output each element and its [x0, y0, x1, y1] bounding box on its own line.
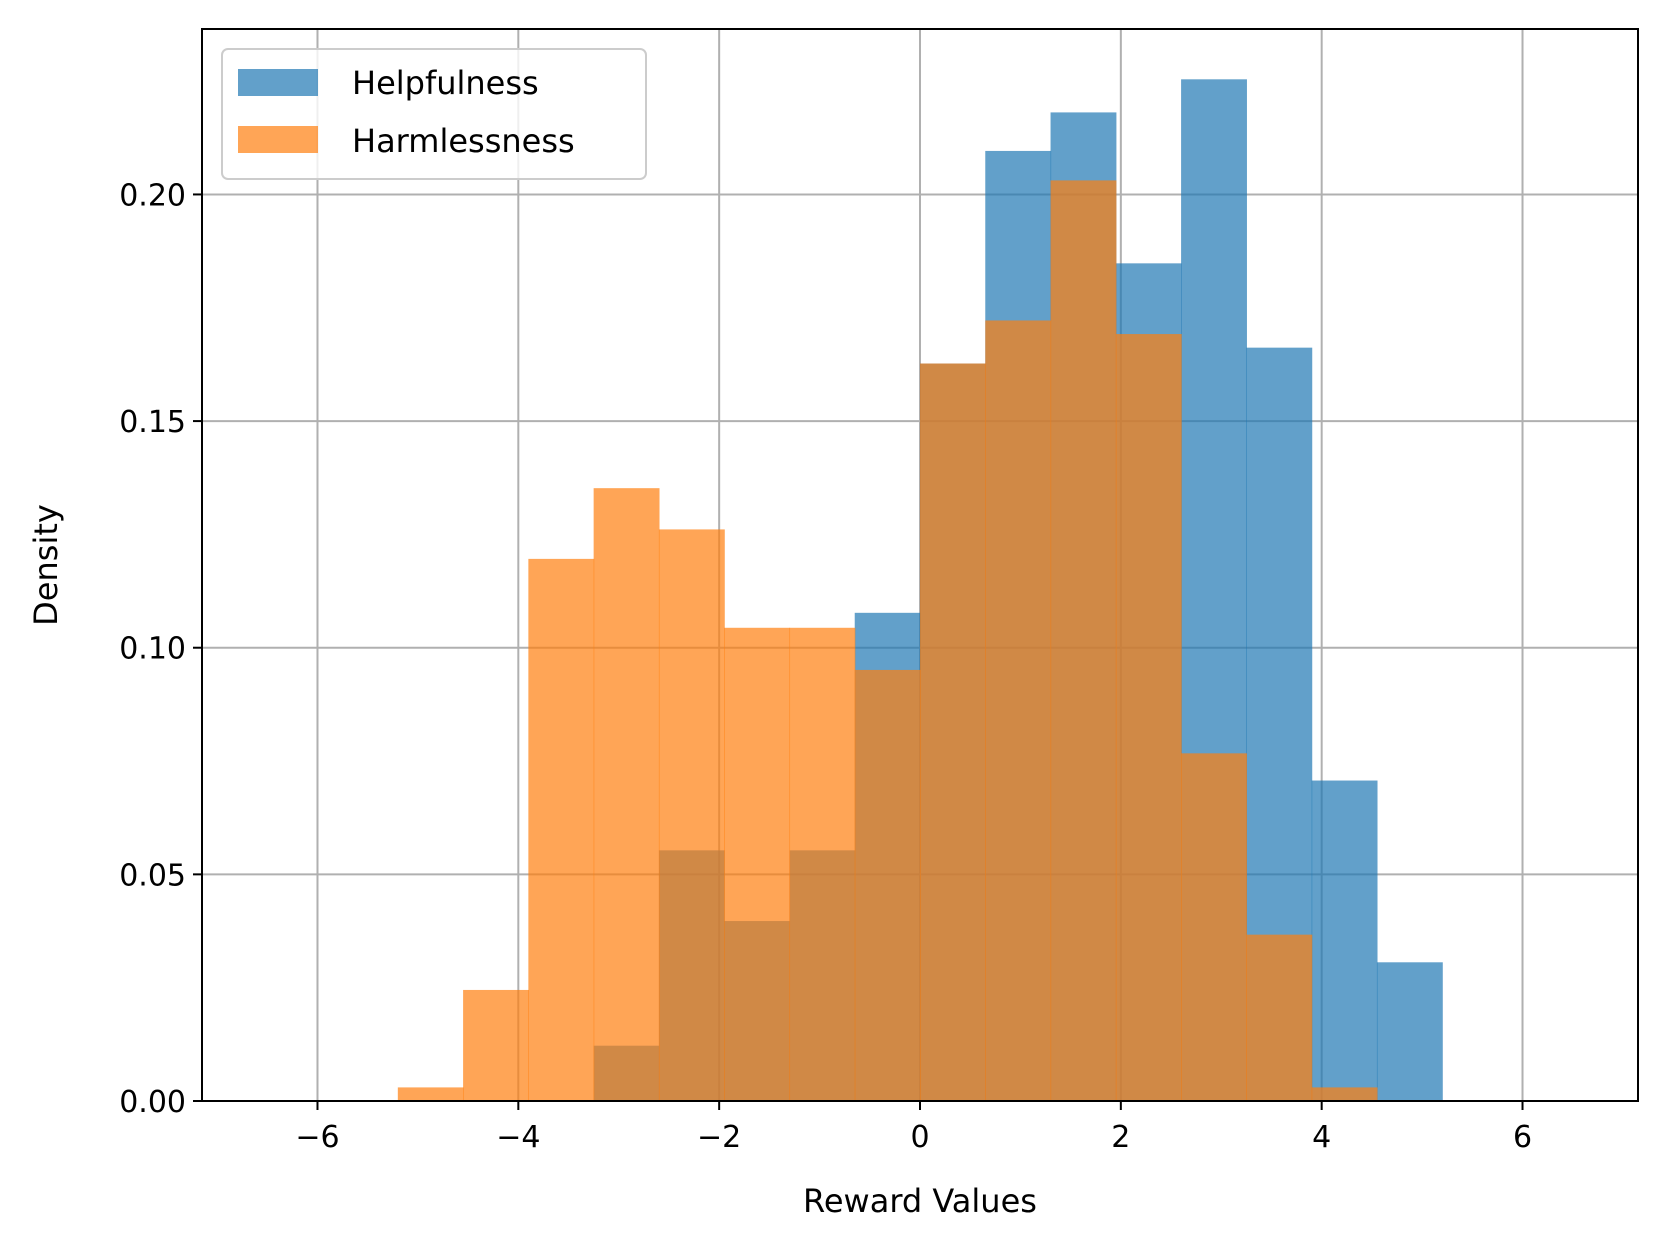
bar-harmlessness [463, 989, 529, 1101]
y-tick-label: 0.20 [119, 178, 186, 213]
bar-harmlessness [397, 1087, 464, 1101]
x-axis-label: Reward Values [803, 1182, 1037, 1220]
legend-label-harmlessness: Harmlessness [352, 122, 575, 160]
legend-label-helpfulness: Helpfulness [352, 64, 539, 102]
y-axis-label: Density [27, 504, 65, 626]
bar-harmlessness [1246, 934, 1313, 1101]
bar-harmlessness [528, 558, 595, 1101]
x-tick-label: −6 [295, 1120, 339, 1155]
bar-harmlessness [1181, 753, 1247, 1101]
bar-harmlessness [724, 627, 791, 1101]
bar-harmlessness [985, 320, 1052, 1101]
bar-harmlessness [1311, 1087, 1378, 1101]
legend-swatch-harmlessness [238, 126, 318, 153]
bar-harmlessness [854, 669, 921, 1101]
bar-harmlessness [1050, 180, 1117, 1101]
bar-harmlessness [1115, 334, 1182, 1101]
y-tick-label: 0.10 [119, 632, 186, 667]
bar-harmlessness [789, 627, 856, 1101]
x-tick-label: 4 [1312, 1120, 1331, 1155]
y-tick-label: 0.05 [119, 858, 186, 893]
bar-harmlessness [658, 529, 725, 1101]
x-tick-label: 6 [1513, 1120, 1532, 1155]
bar-helpfulness [1376, 962, 1443, 1101]
bar-harmlessness [593, 488, 660, 1101]
x-tick-label: 0 [910, 1120, 929, 1155]
x-tick-label: −2 [697, 1120, 741, 1155]
bar-helpfulness [1311, 780, 1378, 1101]
bars-layer [397, 79, 1443, 1102]
legend-box [221, 48, 647, 180]
x-tick-label: −4 [496, 1120, 540, 1155]
y-tick-label: 0.15 [119, 405, 186, 440]
y-tick-label: 0.00 [119, 1085, 186, 1120]
legend: Helpfulness Harmlessness [221, 48, 647, 180]
ticks-layer: −6 −4 −2 0 2 4 6 0.00 0.05 0.10 0.15 0.20 [119, 178, 1532, 1155]
bar-harmlessness [920, 363, 986, 1101]
legend-swatch-helpfulness [238, 69, 318, 96]
x-tick-label: 2 [1111, 1120, 1130, 1155]
